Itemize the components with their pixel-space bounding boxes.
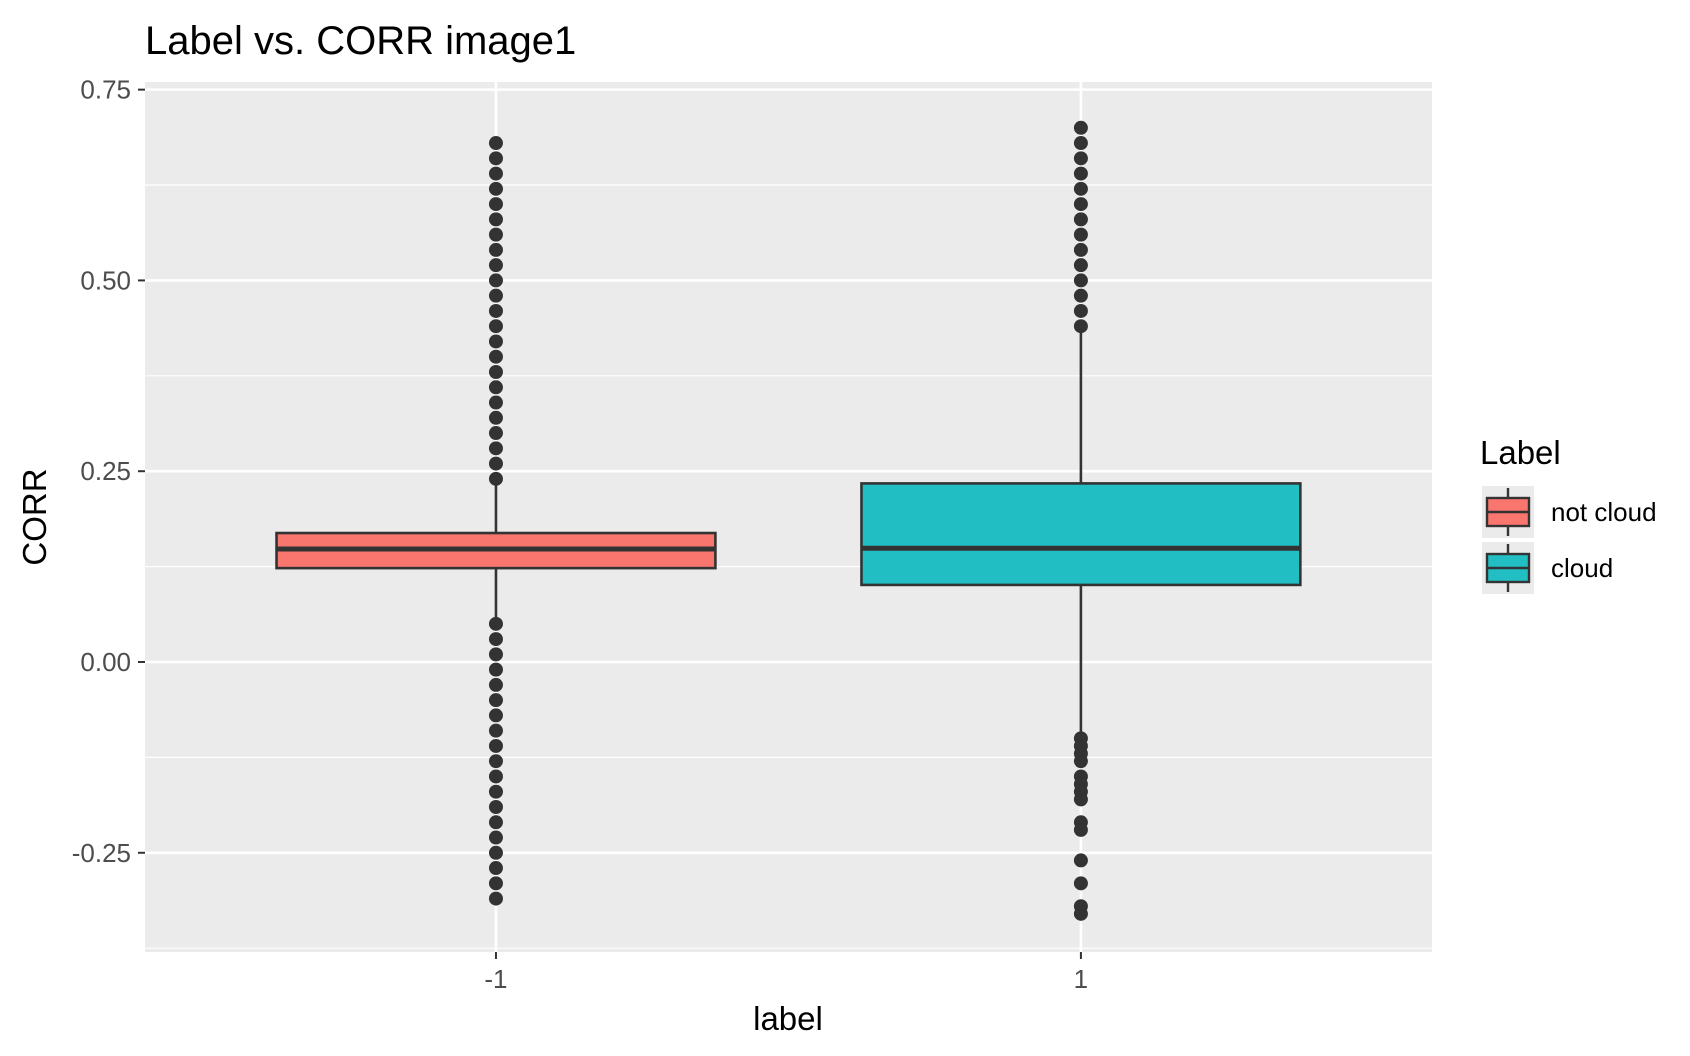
outlier-point bbox=[1073, 822, 1088, 837]
outlier-point bbox=[1073, 227, 1088, 242]
y-tick-label: 0.75 bbox=[80, 75, 131, 105]
y-tick-label: 0.50 bbox=[80, 265, 131, 295]
outlier-point bbox=[1073, 258, 1088, 273]
outlier-point bbox=[1073, 166, 1088, 181]
outlier-point bbox=[1073, 303, 1088, 318]
outlier-point bbox=[488, 212, 503, 227]
y-tick-label: 0.25 bbox=[80, 456, 131, 486]
outlier-point bbox=[488, 861, 503, 876]
y-tick-label: 0.00 bbox=[80, 647, 131, 677]
x-axis-title: label bbox=[753, 1000, 823, 1037]
outlier-point bbox=[488, 166, 503, 181]
outlier-point bbox=[488, 708, 503, 723]
outlier-point bbox=[488, 426, 503, 441]
outlier-point bbox=[488, 677, 503, 692]
outlier-point bbox=[488, 754, 503, 769]
outlier-point bbox=[1073, 242, 1088, 257]
outlier-point bbox=[488, 830, 503, 845]
outlier-point bbox=[488, 784, 503, 799]
outlier-point bbox=[488, 349, 503, 364]
legend-entries: not cloud cloud bbox=[1482, 486, 1657, 594]
outlier-point bbox=[488, 334, 503, 349]
outlier-point bbox=[1073, 288, 1088, 303]
outlier-point bbox=[1073, 876, 1088, 891]
outlier-point bbox=[488, 227, 503, 242]
outlier-point bbox=[488, 273, 503, 288]
outlier-point bbox=[488, 136, 503, 151]
y-axis-title: CORR bbox=[16, 468, 53, 565]
x-tick-label: 1 bbox=[1074, 964, 1088, 994]
legend-entry: cloud bbox=[1482, 542, 1613, 594]
legend-entry: not cloud bbox=[1482, 486, 1657, 538]
outlier-point bbox=[488, 303, 503, 318]
outlier-point bbox=[488, 410, 503, 425]
outlier-point bbox=[488, 288, 503, 303]
outlier-point bbox=[488, 738, 503, 753]
legend-label: not cloud bbox=[1551, 497, 1657, 527]
outlier-point bbox=[1073, 136, 1088, 151]
outlier-point bbox=[488, 380, 503, 395]
outlier-point bbox=[488, 662, 503, 677]
outlier-point bbox=[488, 769, 503, 784]
box-iqr bbox=[860, 482, 1302, 587]
x-tick-label: -1 bbox=[484, 964, 507, 994]
outlier-point bbox=[488, 258, 503, 273]
y-tick-label: -0.25 bbox=[72, 838, 131, 868]
outlier-point bbox=[1073, 273, 1088, 288]
outlier-point bbox=[1073, 181, 1088, 196]
outlier-point bbox=[488, 800, 503, 814]
x-axis: -1 1 bbox=[484, 952, 1088, 994]
outlier-point bbox=[488, 395, 503, 410]
outlier-point bbox=[488, 632, 503, 647]
outlier-point bbox=[488, 151, 503, 166]
outlier-point bbox=[488, 693, 503, 708]
outlier-point bbox=[1073, 120, 1088, 135]
outlier-point bbox=[488, 441, 503, 456]
outlier-point bbox=[488, 876, 503, 891]
outlier-point bbox=[1073, 853, 1088, 868]
outlier-point bbox=[488, 891, 503, 906]
box-cloud bbox=[860, 120, 1302, 921]
outlier-point bbox=[1073, 906, 1088, 921]
outlier-point bbox=[488, 197, 503, 212]
y-axis: -0.25 0.00 0.25 0.50 0.75 bbox=[72, 75, 145, 868]
outlier-point bbox=[488, 647, 503, 662]
boxes-layer bbox=[275, 120, 1302, 921]
outlier-point bbox=[488, 365, 503, 379]
outlier-point bbox=[488, 456, 503, 471]
outlier-point bbox=[488, 723, 503, 738]
legend-label: cloud bbox=[1551, 553, 1613, 583]
outlier-point bbox=[488, 815, 503, 830]
outlier-point bbox=[1073, 212, 1088, 227]
outlier-point bbox=[488, 181, 503, 196]
outlier-point bbox=[1073, 754, 1088, 769]
outlier-point bbox=[488, 471, 503, 486]
outlier-point bbox=[488, 616, 503, 631]
outlier-point bbox=[488, 319, 503, 334]
box-not-cloud bbox=[275, 136, 717, 906]
legend: Label not cloud cloud bbox=[1480, 434, 1657, 594]
outlier-point bbox=[1073, 197, 1088, 212]
outlier-point bbox=[488, 242, 503, 257]
chart-title: Label vs. CORR image1 bbox=[145, 19, 576, 63]
plot-panel bbox=[145, 82, 1432, 952]
legend-title: Label bbox=[1480, 434, 1561, 471]
outlier-point bbox=[1073, 319, 1088, 334]
outlier-point bbox=[1073, 792, 1088, 807]
outlier-point bbox=[1073, 151, 1088, 166]
outlier-point bbox=[488, 845, 503, 860]
